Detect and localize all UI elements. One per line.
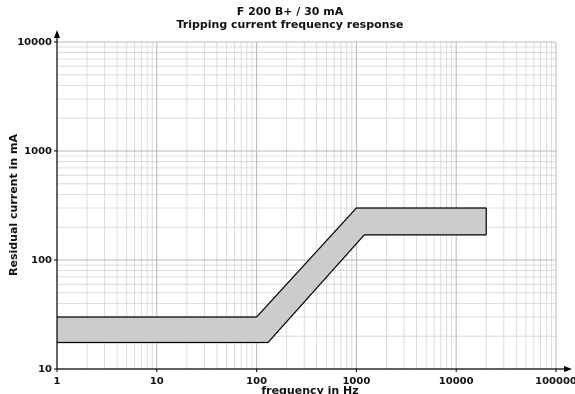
- y-axis-arrow: [54, 30, 60, 38]
- x-tick-label: 1000: [342, 376, 370, 387]
- plot: [57, 207, 487, 344]
- x-axis-label: frequency in Hz: [261, 384, 358, 394]
- x-tick-label: 100000: [535, 376, 575, 387]
- x-tick-label: 1: [54, 376, 61, 387]
- x-tick-label: 10000: [439, 376, 474, 387]
- y-axis-label: Residual current in mA: [7, 134, 20, 276]
- x-tick-label: 100: [246, 376, 267, 387]
- y-tick-label: 10000: [17, 37, 52, 48]
- boundary-line: [57, 207, 487, 318]
- y-tick-label: 10: [38, 364, 52, 375]
- chart-title: F 200 B+ / 30 mA: [237, 5, 344, 18]
- y-tick-label: 1000: [24, 146, 52, 157]
- band-fill: [57, 207, 487, 343]
- y-tick-label: 100: [31, 255, 52, 266]
- chart-subtitle: Tripping current frequency response: [176, 18, 403, 31]
- x-tick-label: 10: [150, 376, 164, 387]
- boundary-line: [57, 234, 487, 344]
- x-axis-arrow: [564, 366, 572, 372]
